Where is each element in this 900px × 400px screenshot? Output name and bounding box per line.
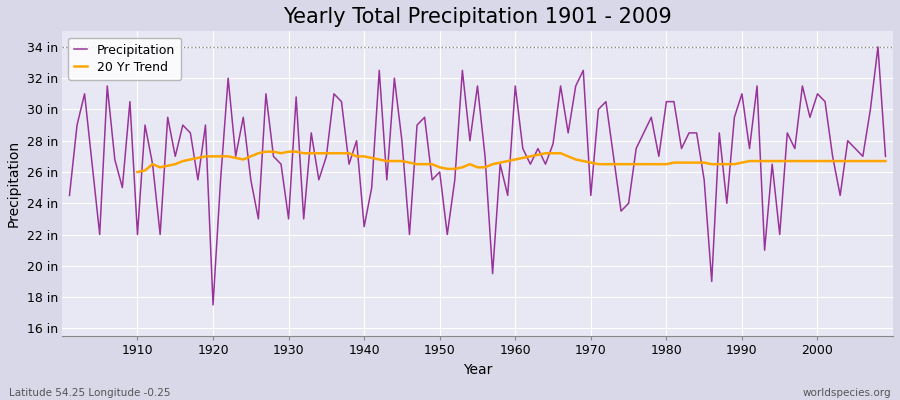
Title: Yearly Total Precipitation 1901 - 2009: Yearly Total Precipitation 1901 - 2009 [284, 7, 672, 27]
20 Yr Trend [585, 160, 596, 165]
Text: Latitude 54.25 Longitude -0.25: Latitude 54.25 Longitude -0.25 [9, 388, 170, 398]
Precipitation [344, 162, 355, 166]
20 Yr Trend [827, 159, 838, 164]
Precipitation [298, 216, 309, 221]
Precipitation [64, 193, 75, 198]
Line: 20 Yr Trend: 20 Yr Trend [138, 152, 886, 172]
Y-axis label: Precipitation: Precipitation [7, 140, 21, 227]
Precipitation [510, 84, 521, 88]
Precipitation [518, 146, 528, 151]
Precipitation [124, 99, 135, 104]
20 Yr Trend [525, 154, 535, 159]
Precipitation [872, 44, 883, 49]
Line: Precipitation: Precipitation [69, 47, 886, 305]
20 Yr Trend [260, 149, 271, 154]
20 Yr Trend [880, 159, 891, 164]
Legend: Precipitation, 20 Yr Trend: Precipitation, 20 Yr Trend [68, 38, 182, 80]
20 Yr Trend [313, 151, 324, 156]
Precipitation [608, 154, 619, 159]
Precipitation [880, 154, 891, 159]
20 Yr Trend [850, 159, 860, 164]
20 Yr Trend [132, 170, 143, 174]
Precipitation [208, 302, 219, 307]
X-axis label: Year: Year [463, 363, 492, 377]
20 Yr Trend [284, 149, 294, 154]
Text: worldspecies.org: worldspecies.org [803, 388, 891, 398]
